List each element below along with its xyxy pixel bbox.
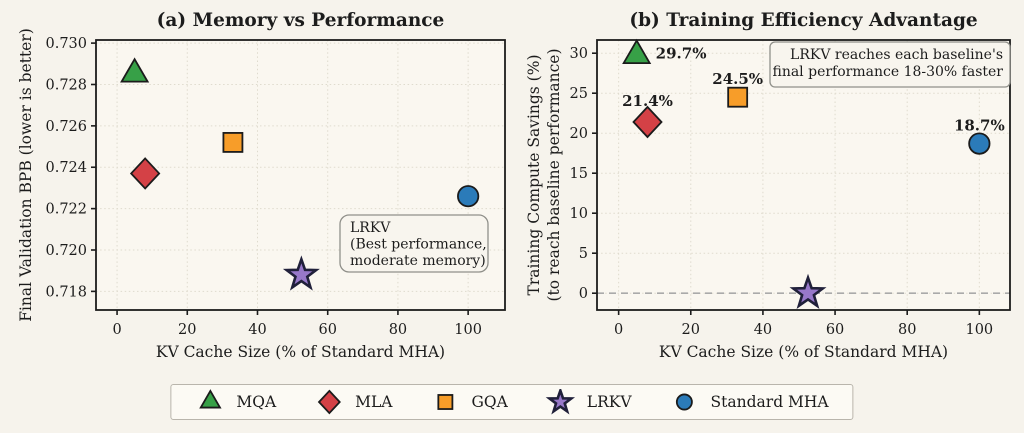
x-tick-label: 100 xyxy=(454,322,482,338)
y-tick-label: 0.722 xyxy=(45,202,87,218)
legend-item-mqa: MQA xyxy=(195,389,276,415)
legend-item-gqa: GQA xyxy=(431,389,508,415)
value-label: 29.7% xyxy=(656,45,707,63)
data-point-gqa xyxy=(727,86,749,108)
x-tick-label: 40 xyxy=(248,322,266,338)
data-point-standard-mha xyxy=(457,185,480,208)
y-tick-label: 30 xyxy=(570,46,588,62)
circle-marker-icon xyxy=(676,393,694,411)
x-tick-label: 80 xyxy=(389,322,407,338)
annotation-text: LRKV reaches each baseline's xyxy=(790,47,1003,63)
x-axis-label: KV Cache Size (% of Standard MHA) xyxy=(156,343,445,361)
data-point-mla xyxy=(129,157,161,190)
axis-ticks: 0 20 40 60 80 100 0.718 0.720 0.722 0.724 0.726 0.7… xyxy=(45,36,481,338)
x-tick-label: 40 xyxy=(754,322,772,338)
chart-title: (b) Training Efficiency Advantage xyxy=(629,10,977,31)
y-axis-label: Training Compute Savings (%) xyxy=(525,54,543,295)
value-label: 24.5% xyxy=(712,70,763,88)
diamond-marker-icon xyxy=(317,389,341,415)
legend-label-mla: MLA xyxy=(355,393,393,411)
y-axis-label: (to reach baseline performance) xyxy=(545,48,563,301)
y-axis-label: Final Validation BPB (lower is better) xyxy=(17,28,35,322)
legend-item-standard-mha: Standard MHA xyxy=(670,389,829,415)
data-point-lrkv xyxy=(282,255,320,291)
x-tick-label: 20 xyxy=(682,322,700,338)
chart-title: (a) Memory vs Performance xyxy=(157,10,445,31)
square-glyph xyxy=(437,394,454,410)
y-tick-label: 20 xyxy=(570,126,588,142)
legend-label-gqa: GQA xyxy=(471,393,508,411)
legend: MQA MLA GQA LRKV Standard MHA xyxy=(170,384,854,420)
y-tick-label: 0.724 xyxy=(45,160,87,176)
x-tick-label: 20 xyxy=(178,322,196,338)
y-tick-label: 0 xyxy=(579,286,588,302)
circle-glyph xyxy=(676,393,694,411)
y-tick-label: 15 xyxy=(570,166,588,182)
data-point-lrkv xyxy=(789,273,827,309)
annotation-text: moderate memory) xyxy=(350,253,486,269)
y-tick-label: 0.726 xyxy=(45,119,87,135)
legend-label-lrkv: LRKV xyxy=(586,393,632,411)
annotation-text: LRKV xyxy=(350,220,391,236)
x-tick-label: 80 xyxy=(898,322,916,338)
chart-training-efficiency-advantage: 0 20 40 60 80 100 0 5 10 15 20 25 30 (b) Training Eff… xyxy=(525,10,1011,361)
y-tick-label: 0.730 xyxy=(45,36,87,52)
axes-spines xyxy=(596,39,1011,311)
data-point-mla xyxy=(632,105,663,139)
legend-label-mqa: MQA xyxy=(236,393,277,411)
x-tick-label: 60 xyxy=(318,322,336,338)
value-label: 21.4% xyxy=(622,92,673,110)
data-point-mqa xyxy=(120,57,150,83)
annotation-box: LRKV(Best performance,moderate memory) xyxy=(339,214,489,273)
diamond-glyph xyxy=(317,389,341,415)
y-tick-label: 0.728 xyxy=(45,77,87,93)
data-point-mqa xyxy=(622,38,652,64)
legend-item-lrkv: LRKV xyxy=(546,389,632,415)
axes-spines xyxy=(95,39,506,311)
y-tick-label: 0.718 xyxy=(45,284,87,300)
chart-memory-vs-performance: 0 20 40 60 80 100 0.718 0.720 0.722 0.724 0.726 0.7… xyxy=(17,10,506,361)
triangle-marker-icon xyxy=(199,389,222,409)
triangle-glyph xyxy=(199,389,222,409)
x-axis-label: KV Cache Size (% of Standard MHA) xyxy=(659,343,948,361)
x-tick-label: 100 xyxy=(965,322,993,338)
axis-ticks: 0 20 40 60 80 100 0 5 10 15 20 25 30 xyxy=(570,46,994,338)
x-tick-label: 0 xyxy=(614,322,623,338)
star-marker-icon xyxy=(546,389,576,415)
y-tick-label: 0.720 xyxy=(45,243,87,259)
data-point-gqa xyxy=(222,132,244,153)
y-tick-label: 10 xyxy=(570,206,588,222)
y-tick-label: 25 xyxy=(570,86,588,102)
star-glyph xyxy=(546,389,576,415)
legend-item-mla: MLA xyxy=(314,389,393,415)
annotation-text: (Best performance, xyxy=(350,237,487,253)
value-label: 18.7% xyxy=(954,117,1005,135)
x-tick-label: 0 xyxy=(112,322,121,338)
legend-label-standard-mha: Standard MHA xyxy=(710,393,829,411)
square-marker-icon xyxy=(437,394,454,410)
data-point-standard-mha xyxy=(968,132,991,155)
y-tick-label: 5 xyxy=(579,246,588,262)
annotation-text: final performance 18-30% faster xyxy=(772,64,1003,80)
x-tick-label: 60 xyxy=(826,322,844,338)
